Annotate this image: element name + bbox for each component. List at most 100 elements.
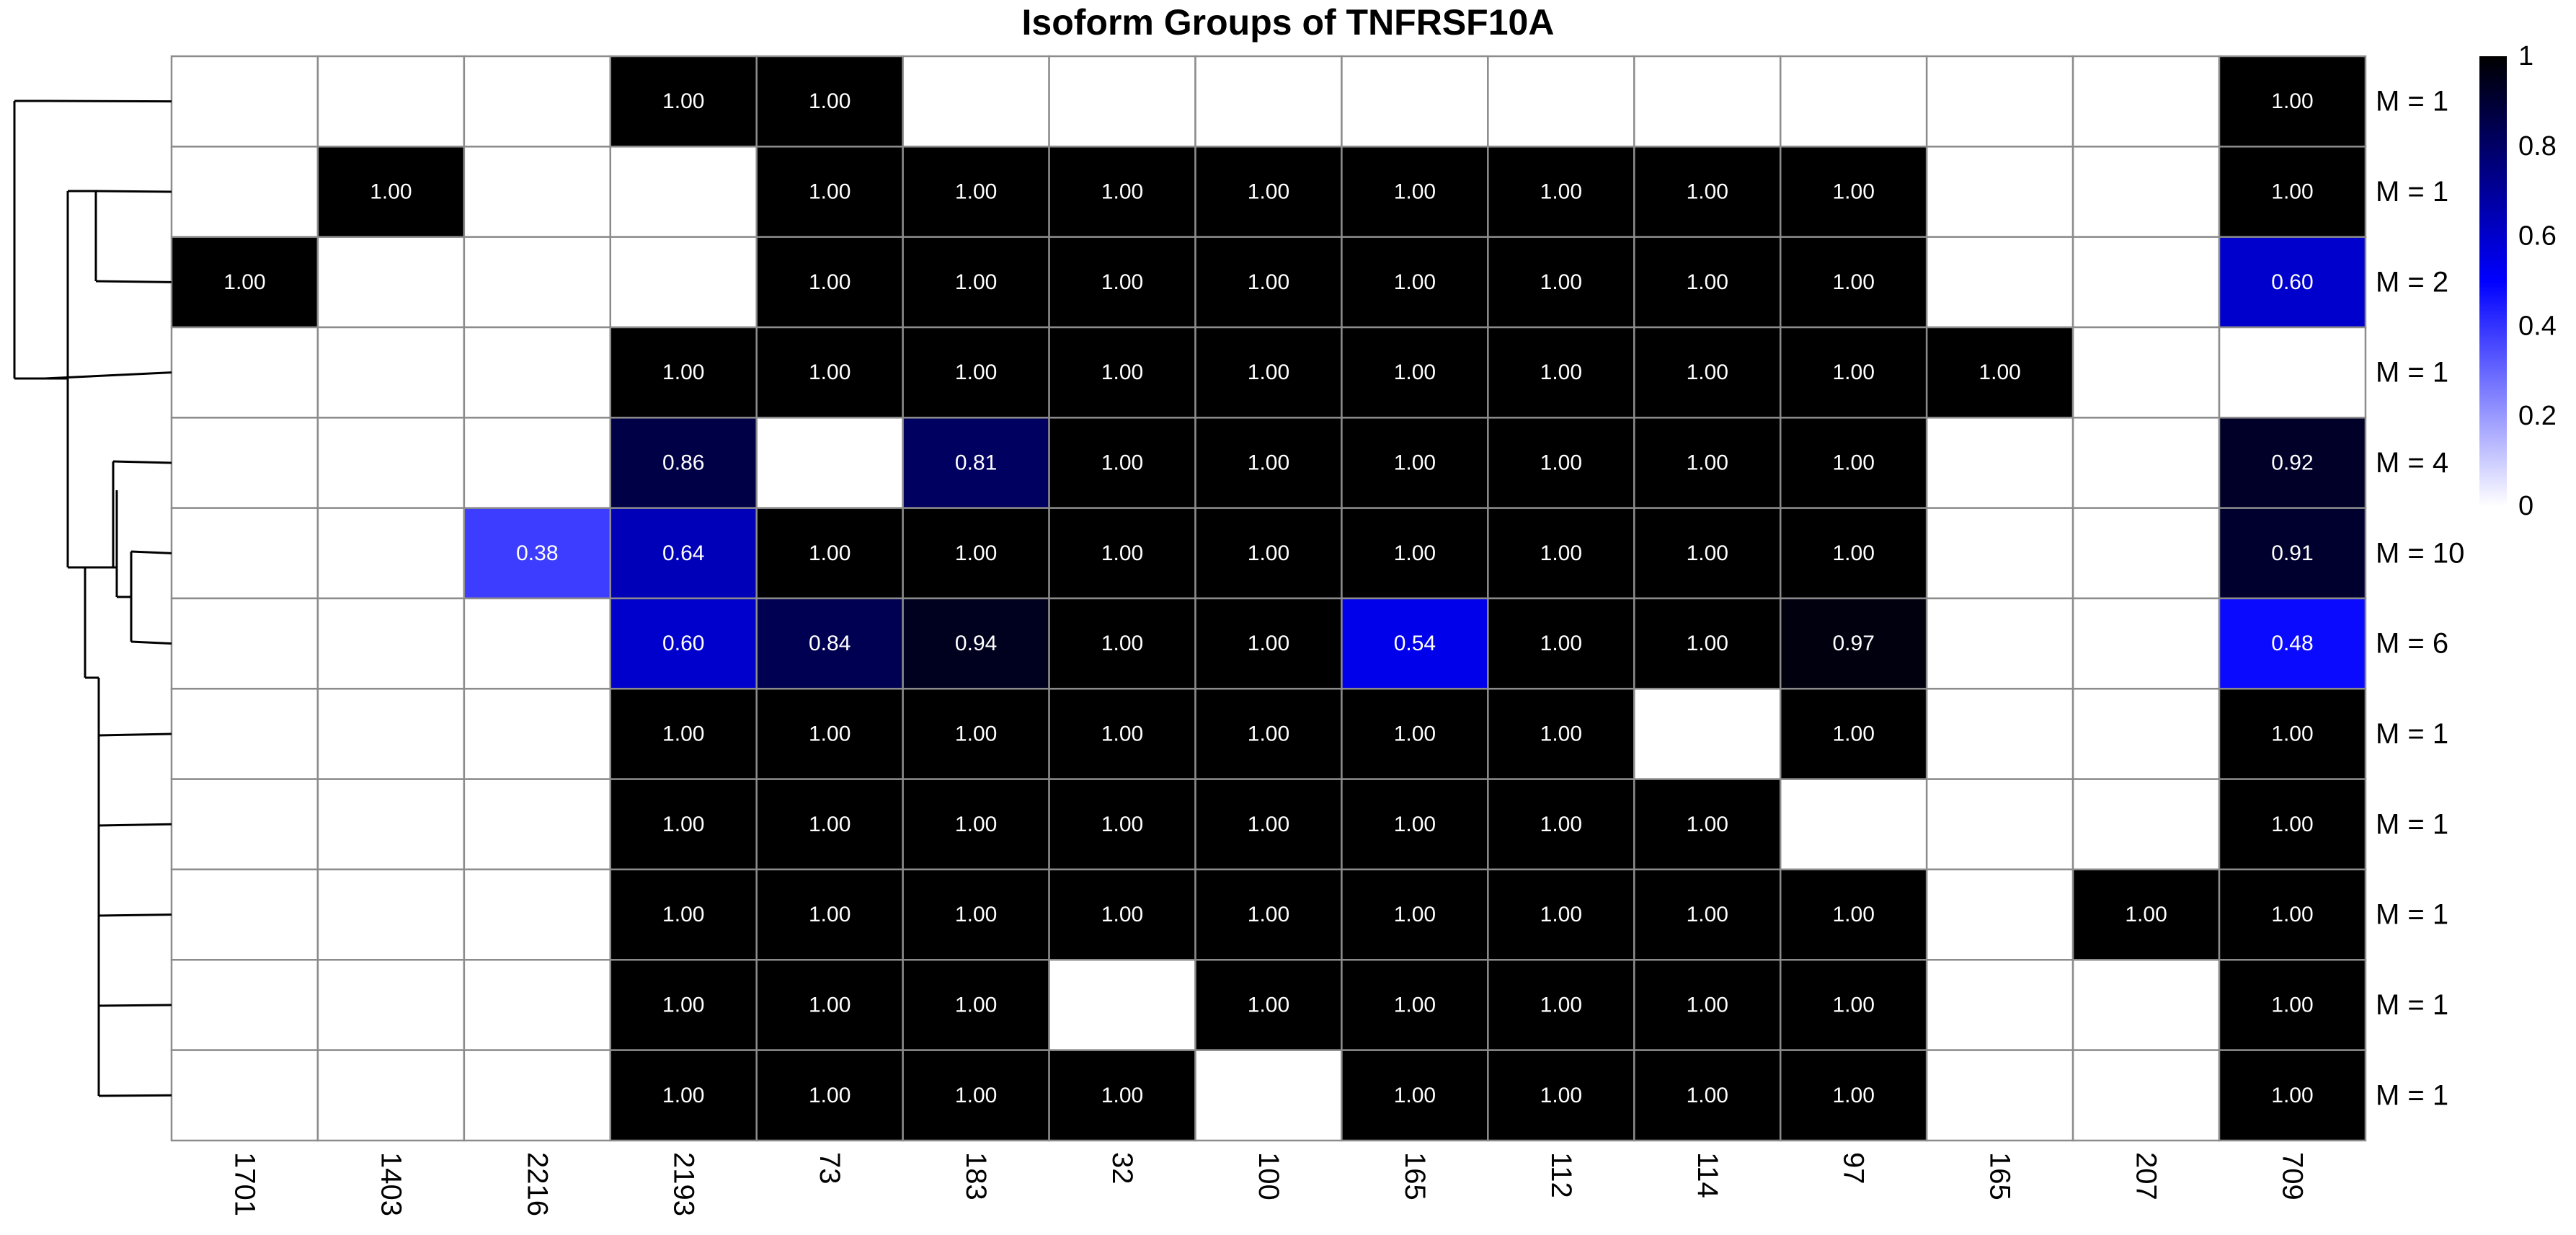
dendrogram-branch [98,1004,172,1007]
heatmap-cell [316,507,466,600]
heatmap-cell [1194,507,1343,600]
heatmap-cell [170,597,319,690]
heatmap-cell [463,326,612,419]
cell-value-label: 1.00 [1833,903,1875,926]
heatmap-cell [1048,507,1196,600]
heatmap-cell [1048,959,1196,1051]
cell-value-label: 1.00 [809,89,850,113]
cell-value-label: 1.00 [1248,360,1289,384]
cell-value-label: 1.00 [2271,813,2313,836]
heatmap-cell [609,959,758,1051]
heatmap-cell [2071,326,2221,419]
cell-value-label: 1.00 [2271,89,2313,113]
cell-value-label: 1.00 [1248,903,1289,926]
cell-value-label: 1.00 [1394,451,1436,474]
heatmap-cell [2218,597,2367,690]
cell-value-label: 1.00 [955,813,997,836]
cell-value-label: 0.92 [2271,451,2313,474]
column-label: 1701 [228,1152,260,1216]
heatmap-cell [1487,959,1635,1051]
cell-value-label: 1.00 [1833,180,1875,204]
heatmap-cell [755,1049,904,1142]
heatmap-cell [316,417,466,509]
heatmap-cell [1779,597,1928,690]
cell-value-label: 1.00 [1248,632,1289,655]
heatmap-cell [1048,688,1196,780]
heatmap-cell [2218,417,2367,509]
heatmap-cell [463,55,612,148]
cell-value-label: 1.00 [1540,993,1582,1017]
heatmap-cell [1487,146,1635,238]
cell-value-label: 1.00 [1540,270,1582,294]
cell-value-label: 1.00 [955,541,997,565]
heatmap-cell [2071,778,2221,871]
cell-value-label: 1.00 [809,1084,850,1107]
cell-value-label: 0.86 [662,451,704,474]
column-label: 114 [1692,1152,1723,1198]
cell-value-label: 1.00 [1687,993,1728,1017]
cell-value-label: 1.00 [955,1084,997,1107]
cell-value-label: 1.00 [1540,903,1582,926]
cell-value-label: 1.00 [662,360,704,384]
heatmap-cell [1341,326,1489,419]
heatmap-cell [2218,146,2367,238]
cell-value-label: 1.00 [1248,993,1289,1017]
cell-value-label: 1.00 [1540,360,1582,384]
cell-value-label: 1.00 [662,993,704,1017]
heatmap-cell [755,55,904,148]
heatmap-cell [902,55,1050,148]
row-label: M = 1 [2376,176,2448,208]
cell-value-label: 1.00 [1101,270,1143,294]
heatmap-cell [2071,959,2221,1051]
heatmap-cell [1779,507,1928,600]
heatmap-cell [1341,778,1489,871]
heatmap-cell [1194,236,1343,329]
heatmap-cell [1779,236,1928,329]
cell-value-label: 1.00 [1101,632,1143,655]
colorbar-tick-label: 0.2 [2518,401,2557,431]
heatmap-cell [316,688,466,780]
cell-value-label: 1.00 [1101,1084,1143,1107]
heatmap-cell [2218,959,2367,1051]
heatmap-cell [902,507,1050,600]
cell-value-label: 0.84 [809,632,850,655]
heatmap-cell [1633,688,1782,780]
heatmap-cell [170,326,319,419]
heatmap-cell [1925,417,2074,509]
heatmap-cell [755,959,904,1051]
heatmap-cell [1487,417,1635,509]
heatmap-cell [1194,146,1343,238]
cell-value-label: 1.00 [955,993,997,1017]
heatmap-cell [1633,55,1782,148]
heatmap-cell [1633,868,1782,961]
cell-value-label: 0.64 [662,541,704,565]
cell-value-label: 1.00 [1394,180,1436,204]
heatmap-cell [2071,868,2221,961]
cell-value-label: 1.00 [1101,180,1143,204]
column-label: 183 [960,1152,992,1200]
heatmap-cell [2071,688,2221,780]
heatmap-cell [755,326,904,419]
cell-value-label: 0.38 [516,541,558,565]
dendrogram-branch [98,732,172,737]
heatmap-cell [1194,868,1343,961]
heatmap-cell [463,417,612,509]
dendrogram-branch [44,371,172,380]
cell-value-label: 1.00 [1248,813,1289,836]
dendrogram-branch [44,99,172,103]
cell-value-label: 1.00 [1687,360,1728,384]
cell-value-label: 1.00 [2271,722,2313,745]
heatmap-cell [1633,778,1782,871]
cell-value-label: 1.00 [1394,541,1436,565]
heatmap-cell [1779,868,1928,961]
heatmap-cell [316,236,466,329]
heatmap-cell [1341,146,1489,238]
column-label: 112 [1545,1152,1577,1198]
cell-value-label: 0.60 [662,632,704,655]
heatmap-cell [463,1049,612,1142]
row-label: M = 10 [2376,537,2464,569]
heatmap-cell [1487,55,1635,148]
heatmap-cell [1633,326,1782,419]
heatmap-cell [1048,55,1196,148]
